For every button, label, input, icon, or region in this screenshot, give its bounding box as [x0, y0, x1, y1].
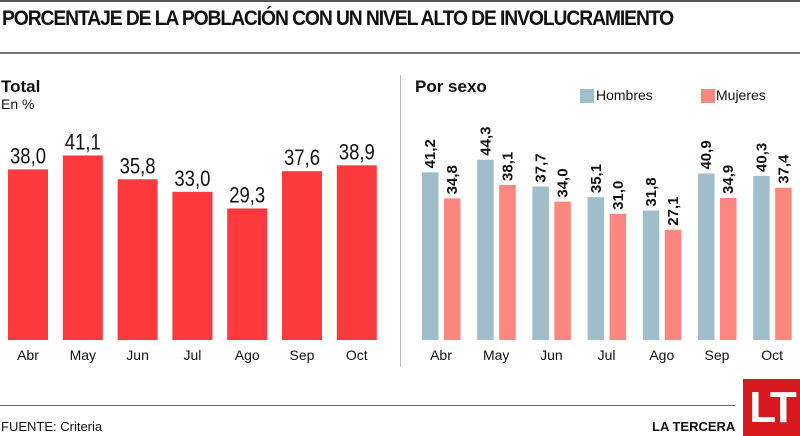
total-value-label: 29,3	[229, 182, 265, 207]
hombres-bar-ago	[642, 210, 660, 340]
panel-divider	[400, 75, 401, 367]
hombres-bar-jul	[587, 197, 605, 340]
sex-x-tick-label: Sep	[705, 347, 730, 363]
total-x-tick-label: Jul	[183, 347, 201, 363]
total-x-tick-label: Sep	[290, 347, 315, 363]
hombres-bar-may	[477, 159, 494, 340]
mujeres-bar-jul	[609, 213, 627, 340]
brand-name: LA TERCERA	[652, 419, 736, 434]
legend-swatch-mujeres	[701, 89, 715, 103]
total-value-label: 35,8	[120, 153, 156, 178]
sex-x-tick-label: Oct	[761, 347, 783, 363]
legend-swatch-hombres	[580, 89, 594, 103]
mujeres-value-label: 38,1	[499, 152, 516, 181]
hombres-value-label: 41,2	[422, 139, 439, 168]
total-panel-subtitle: En %	[1, 96, 35, 112]
total-x-tick-label: Abr	[17, 347, 39, 363]
mujeres-bar-abr	[444, 198, 461, 340]
total-panel-title: Total	[1, 77, 41, 96]
hombres-bar-jun	[532, 186, 549, 340]
hombres-bar-oct	[753, 175, 770, 340]
mujeres-bar-ago	[664, 229, 682, 340]
mujeres-value-label: 34,8	[444, 165, 461, 194]
hombres-value-label: 37,7	[533, 153, 550, 182]
brand-logo: LT	[743, 379, 800, 436]
total-bar-oct	[336, 165, 377, 340]
sex-x-tick-label: Jun	[540, 347, 563, 363]
sex-x-tick-label: May	[483, 347, 509, 363]
hombres-value-label: 40,9	[698, 140, 715, 169]
sex-x-tick-label: Ago	[649, 347, 674, 363]
hombres-bar-sep	[698, 173, 715, 340]
total-bar-jun	[117, 179, 158, 340]
hombres-value-label: 35,1	[588, 164, 605, 193]
total-value-label: 33,0	[174, 166, 210, 191]
sex-x-tick-label: Abr	[430, 347, 452, 363]
mujeres-value-label: 31,0	[610, 181, 627, 210]
hombres-value-label: 40,3	[753, 143, 770, 172]
total-x-tick-label: Jun	[126, 347, 149, 363]
mujeres-bar-jun	[554, 201, 571, 340]
total-bar-sep	[282, 171, 322, 340]
total-value-label: 41,1	[65, 129, 101, 154]
mujeres-bar-oct	[775, 187, 792, 340]
mujeres-value-label: 34,9	[720, 165, 737, 194]
mujeres-value-label: 27,1	[665, 196, 682, 225]
hombres-value-label: 44,3	[477, 126, 494, 155]
mujeres-value-label: 34,0	[555, 168, 572, 197]
total-bar-ago	[227, 208, 268, 340]
total-x-tick-label: Oct	[346, 347, 368, 363]
title-rule	[0, 52, 800, 54]
legend-label-mujeres: Mujeres	[716, 87, 766, 103]
mujeres-bar-may	[499, 184, 516, 340]
source-note: FUENTE: Criteria	[1, 419, 103, 434]
legend-label-hombres: Hombres	[596, 87, 653, 103]
total-bar-abr	[8, 169, 48, 340]
sex-panel-title: Por sexo	[415, 77, 487, 96]
total-bar-jul	[172, 191, 213, 340]
total-bar-may	[62, 155, 103, 340]
total-value-label: 37,6	[284, 145, 320, 170]
hombres-value-label: 31,8	[643, 177, 660, 206]
total-value-label: 38,0	[10, 143, 46, 168]
total-x-tick-label: Ago	[235, 347, 260, 363]
chart-title: PORCENTAJE DE LA POBLACIÓN CON UN NIVEL …	[2, 7, 674, 30]
top-rule	[0, 0, 800, 2]
mujeres-bar-sep	[720, 197, 737, 340]
mujeres-value-label: 37,4	[775, 154, 792, 184]
footer-rule	[0, 405, 735, 406]
total-value-label: 38,9	[339, 139, 375, 164]
sex-x-tick-label: Jul	[598, 347, 616, 363]
hombres-bar-abr	[422, 172, 439, 340]
total-x-tick-label: May	[70, 347, 96, 363]
